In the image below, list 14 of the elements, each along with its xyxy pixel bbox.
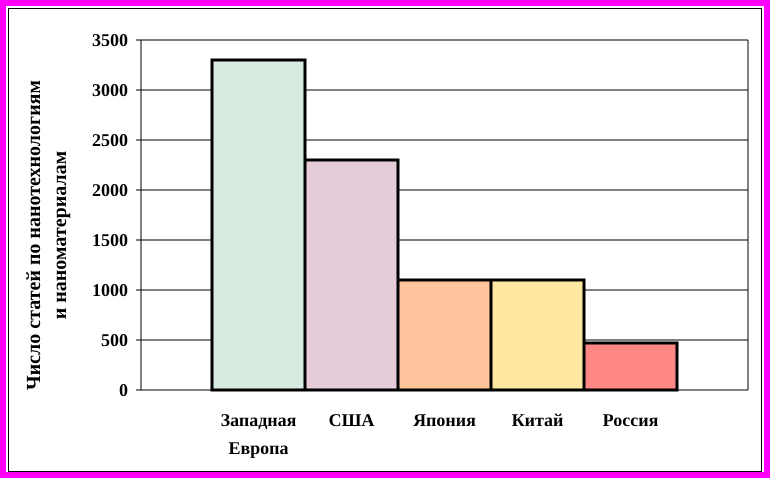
y-axis-title: Число статей по нанотехнологиям и наноматериалам [23, 80, 71, 390]
x-tick-label: Западная Европа [220, 410, 297, 458]
x-tick-label: Китай [512, 410, 564, 430]
y-tick-label: 1500 [92, 230, 128, 250]
y-tick-label: 2500 [92, 130, 128, 150]
y-tick-label: 1000 [92, 280, 128, 300]
y-tick-label: 2000 [92, 180, 128, 200]
y-tick-label: 500 [101, 330, 128, 350]
y-tick-label: 3000 [92, 80, 128, 100]
x-tick-label: США [328, 410, 374, 430]
x-tick-label: Япония [413, 410, 476, 430]
y-tick-label: 0 [119, 380, 128, 400]
x-tick-label: Россия [602, 410, 659, 430]
y-tick-label: 3500 [92, 30, 128, 50]
